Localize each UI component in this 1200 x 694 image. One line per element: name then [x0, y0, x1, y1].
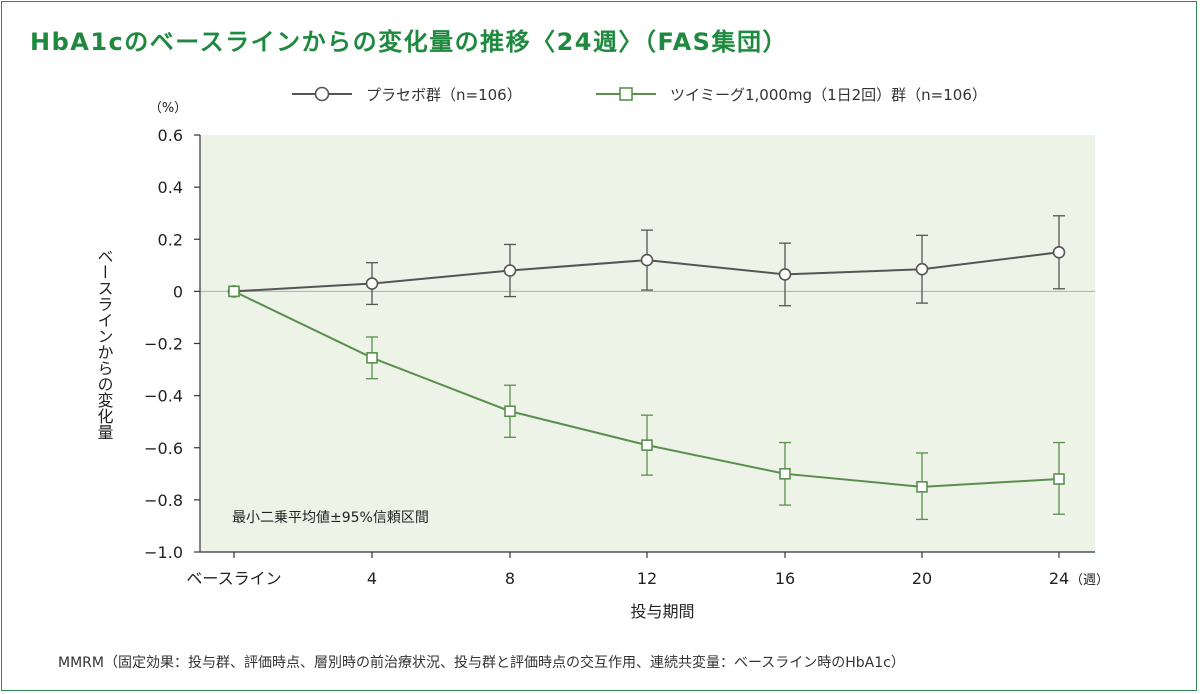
chart-title: HbA1cのベースラインからの変化量の推移〈24週〉（FAS集団） [30, 28, 788, 56]
data-point [779, 468, 791, 480]
x-axis-title: 投与期間 [630, 602, 694, 621]
y-tick-label: 0.4 [158, 178, 183, 197]
x-tick-label: ベースライン [186, 569, 281, 588]
data-point [366, 352, 378, 364]
data-point [1052, 245, 1066, 259]
x-tick-label: 24 [1049, 569, 1069, 588]
y-tick-label: −0.6 [144, 439, 183, 458]
x-tick-label: 4 [367, 569, 377, 588]
legend-placebo-marker [314, 86, 330, 102]
series-active [228, 285, 1065, 521]
x-tick-label: 12 [637, 569, 657, 588]
y-tick-label: 0.6 [158, 126, 183, 145]
x-unit-label: （週） [1070, 573, 1109, 588]
data-point [503, 264, 517, 277]
footnote: MMRM（固定効果：投与群、評価時点、層別時の前治療状況、投与群と評価時点の交互… [58, 655, 905, 671]
data-point [365, 277, 379, 290]
y-tick-label: 0.2 [158, 230, 183, 249]
data-point [228, 285, 240, 298]
y-unit-label: （%） [149, 101, 187, 116]
legend-active-marker [619, 87, 633, 101]
data-point [504, 405, 516, 418]
data-point [915, 262, 929, 276]
y-tick-label: −0.2 [144, 335, 183, 354]
y-axis-title: ベースラインからの変化量 [95, 248, 114, 440]
data-point [778, 268, 792, 281]
plot-area [200, 135, 1095, 552]
ci-annotation: 最小二乗平均値±95%信頼区間 [232, 510, 429, 526]
y-tick-label: −0.4 [144, 387, 183, 406]
data-point [641, 439, 653, 451]
data-point [916, 481, 928, 493]
x-tick-label: 8 [505, 569, 515, 588]
data-point [640, 253, 654, 267]
legend-active-label: ツイミーグ1,000mg（1日2回）群（n=106） [670, 86, 987, 104]
y-tick-label: 0 [173, 282, 183, 301]
data-point [1053, 473, 1065, 485]
legend-placebo-label: プラセボ群（n=106） [366, 86, 522, 104]
x-tick-label: 16 [775, 569, 795, 588]
y-tick-label: −0.8 [144, 491, 183, 510]
y-tick-label: −1.0 [144, 543, 183, 562]
x-tick-label: 20 [912, 569, 932, 588]
